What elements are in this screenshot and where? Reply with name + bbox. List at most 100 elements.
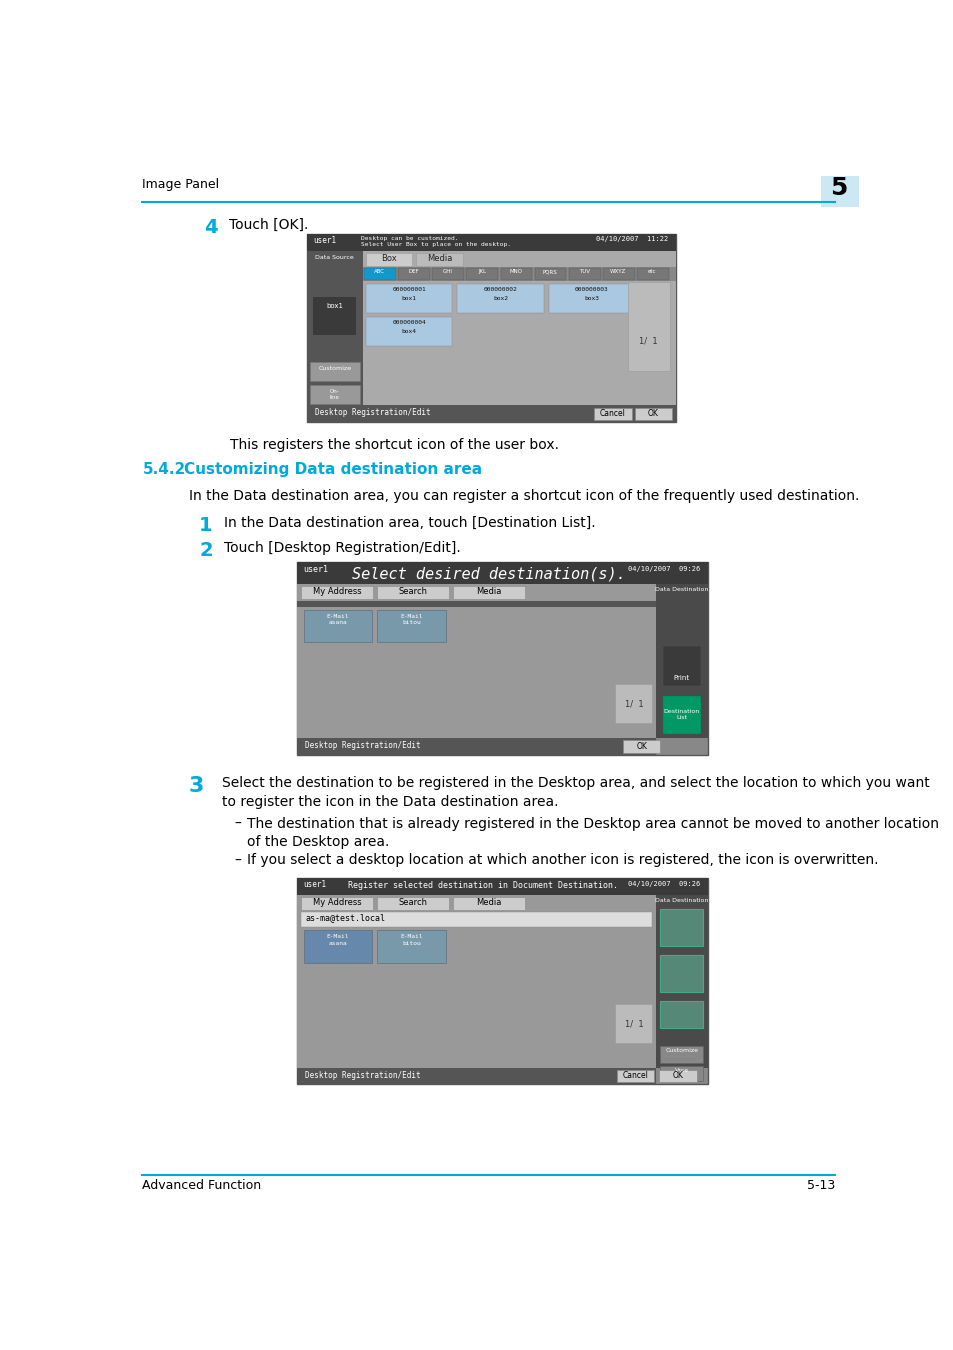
Text: 3: 3 (189, 776, 204, 796)
Text: OK: OK (647, 409, 658, 418)
Bar (307, 405, 675, 423)
Bar (307, 251, 362, 405)
Text: On-
line: On- line (330, 389, 339, 400)
Text: Touch [OK].: Touch [OK]. (229, 219, 309, 232)
Bar (297, 585, 655, 738)
Bar (303, 930, 372, 963)
Bar (365, 284, 452, 313)
Text: Customize: Customize (318, 366, 351, 371)
Bar (659, 909, 702, 946)
Text: Search: Search (398, 898, 427, 907)
Bar (627, 282, 670, 371)
Bar (466, 269, 497, 279)
Text: 000000002: 000000002 (483, 286, 517, 292)
Text: WXYZ: WXYZ (610, 269, 626, 274)
Text: 5-13: 5-13 (806, 1179, 835, 1192)
Text: user1: user1 (313, 236, 335, 244)
Text: Select desired destination(s).: Select desired destination(s). (352, 566, 625, 582)
Text: Cancel: Cancel (599, 409, 625, 418)
Text: OK: OK (636, 741, 646, 751)
Bar (662, 695, 700, 734)
Text: If you select a desktop location at which another icon is registered, the icon i: If you select a desktop location at whic… (247, 853, 878, 868)
Text: GHI: GHI (442, 269, 453, 274)
Bar (297, 1068, 655, 1084)
Text: Desktop Registration/Edit: Desktop Registration/Edit (305, 1071, 420, 1080)
Text: In the Data destination area, touch [Destination List].: In the Data destination area, touch [Des… (224, 516, 595, 531)
Bar (655, 895, 707, 1068)
Bar (568, 269, 599, 279)
Bar (602, 269, 634, 279)
Bar (662, 645, 700, 686)
Bar (301, 913, 651, 927)
Bar (637, 269, 668, 279)
Text: Customize: Customize (664, 1048, 698, 1053)
Text: 1/  1: 1/ 1 (639, 336, 658, 346)
Bar (364, 269, 395, 279)
Text: user1: user1 (303, 880, 327, 890)
Bar (615, 1004, 652, 1044)
Bar (820, 176, 858, 207)
Text: user1: user1 (303, 564, 329, 574)
Bar (377, 586, 448, 599)
Text: Cancel: Cancel (621, 1072, 648, 1080)
Bar (615, 684, 652, 722)
Bar (659, 954, 702, 992)
Text: E-Mail
bitou: E-Mail bitou (399, 614, 422, 625)
Bar (534, 269, 566, 279)
Bar (365, 317, 452, 346)
Text: box1: box1 (401, 296, 416, 301)
Text: 04/10/2007  09:26: 04/10/2007 09:26 (628, 566, 700, 572)
Bar (377, 930, 445, 963)
Text: as-ma@test.local: as-ma@test.local (305, 914, 385, 922)
Text: Media: Media (426, 254, 452, 263)
Text: Box: Box (380, 254, 396, 263)
Bar (622, 740, 659, 752)
Text: PQRS: PQRS (542, 269, 557, 274)
Text: box1: box1 (326, 302, 343, 309)
Text: 000000001: 000000001 (392, 286, 426, 292)
Bar (397, 269, 430, 279)
Text: E-Mail
asana: E-Mail asana (326, 614, 349, 625)
Text: box2: box2 (493, 296, 508, 301)
Text: Image Panel: Image Panel (142, 178, 219, 192)
Text: 04/10/2007  09:26: 04/10/2007 09:26 (628, 882, 700, 887)
Text: 1/  1: 1/ 1 (624, 699, 642, 709)
Text: –: – (233, 853, 240, 868)
Text: MNO: MNO (509, 269, 522, 274)
Bar (362, 267, 675, 281)
Text: 1: 1 (199, 516, 213, 535)
Bar (548, 284, 635, 313)
Text: Data Destination: Data Destination (655, 898, 708, 903)
Bar (301, 586, 373, 599)
Text: 000000003: 000000003 (575, 286, 608, 292)
Bar (313, 297, 356, 335)
Bar (659, 1046, 702, 1062)
Bar (617, 1069, 654, 1083)
Bar (297, 563, 707, 755)
Text: Destination
List: Destination List (663, 709, 700, 720)
Bar (297, 878, 707, 895)
Text: Desktop Registration/Edit: Desktop Registration/Edit (314, 409, 430, 417)
Text: 1/  1: 1/ 1 (624, 1019, 642, 1029)
Bar (634, 408, 671, 420)
Bar (416, 252, 462, 266)
Text: 5: 5 (830, 176, 847, 200)
Text: Search: Search (398, 587, 427, 597)
Bar (303, 610, 372, 643)
Text: Advanced Function: Advanced Function (142, 1179, 261, 1192)
Bar (500, 269, 532, 279)
Text: Media: Media (476, 587, 501, 597)
Text: box3: box3 (584, 296, 598, 301)
Text: Select the destination to be registered in the Desktop area, and select the loca: Select the destination to be registered … (221, 776, 928, 809)
Text: Register selected destination in Document Destination.: Register selected destination in Documen… (348, 882, 618, 890)
Bar (377, 896, 448, 910)
Text: OK: OK (672, 1072, 682, 1080)
Text: Vrce: Vrce (674, 1068, 688, 1073)
Bar (659, 1069, 696, 1083)
Bar (301, 896, 373, 910)
Text: 4: 4 (204, 219, 217, 238)
Text: The destination that is already registered in the Desktop area cannot be moved t: The destination that is already register… (247, 817, 938, 849)
Bar (456, 284, 543, 313)
Text: 2: 2 (199, 541, 213, 560)
Text: 000000004: 000000004 (392, 320, 426, 325)
